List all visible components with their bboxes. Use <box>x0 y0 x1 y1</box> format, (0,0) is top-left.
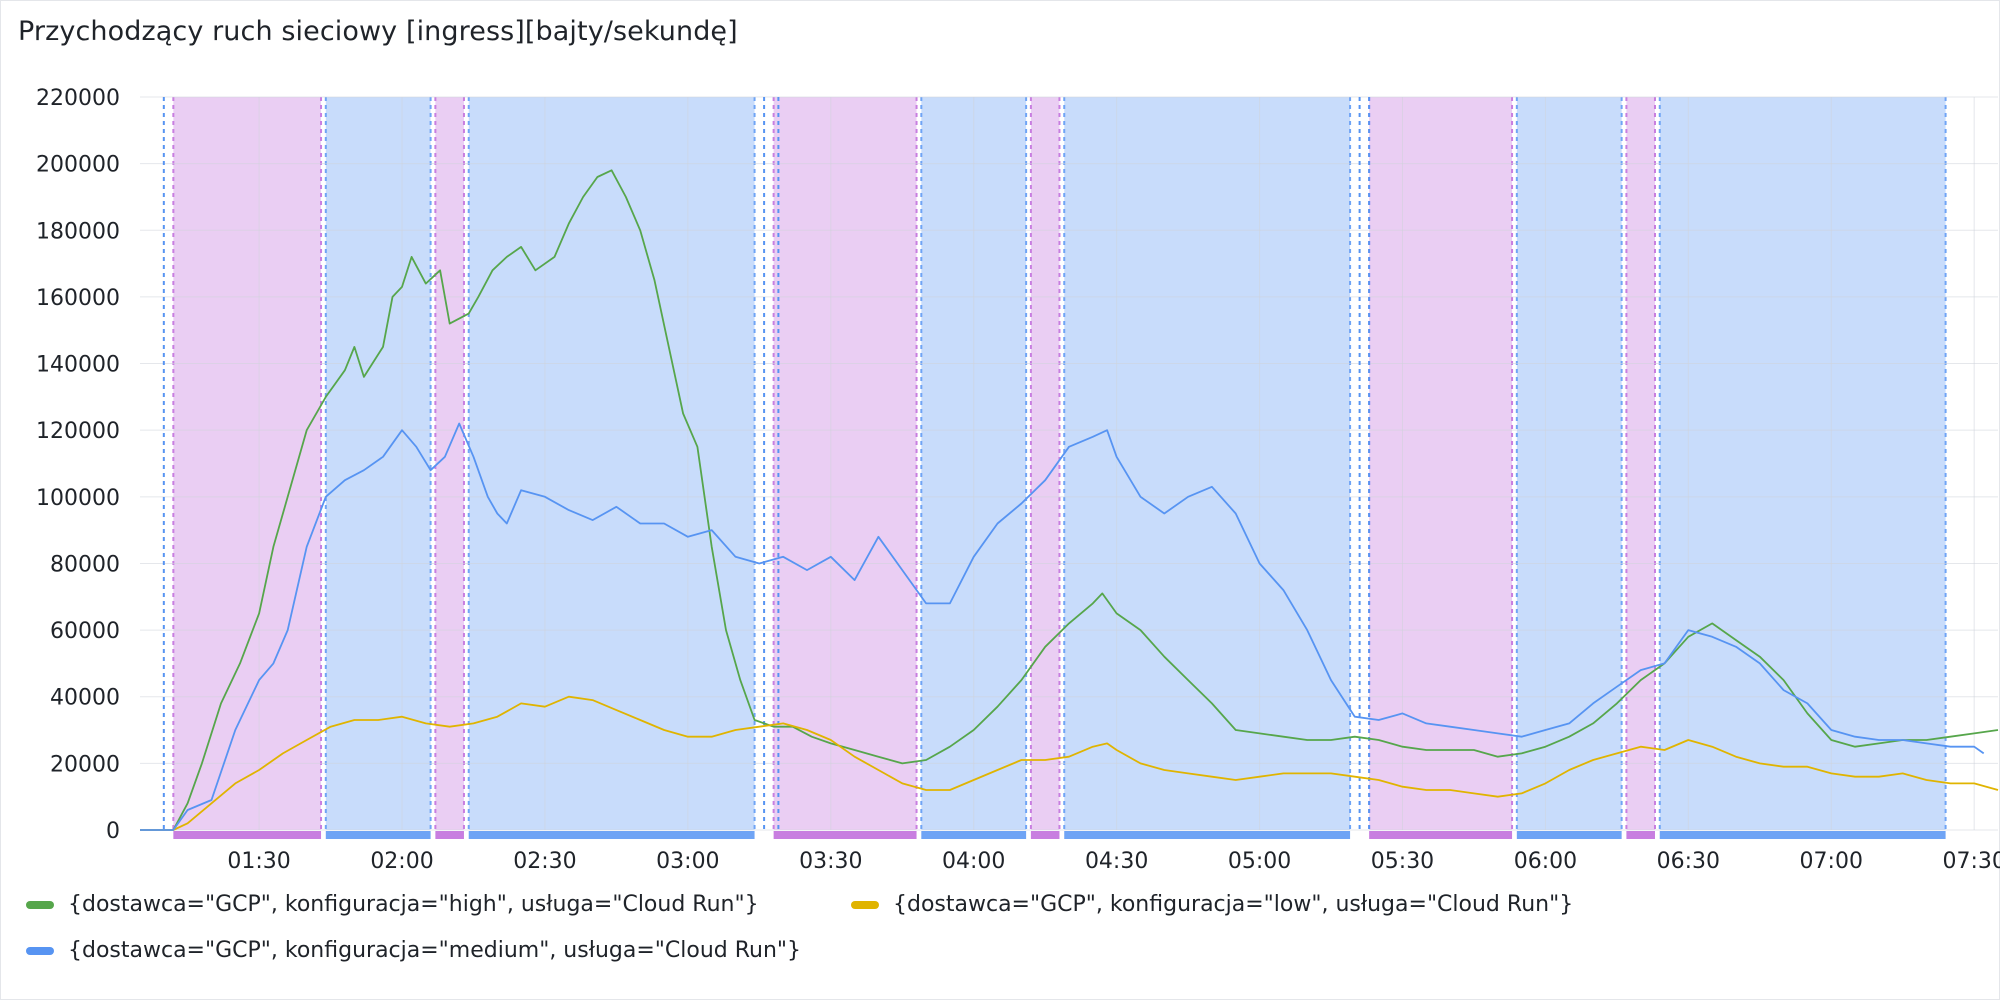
legend-item-0[interactable]: {dostawca="GCP", konfiguracja="high", us… <box>26 892 759 917</box>
chart-series <box>140 169 1999 831</box>
y-tick-label-7: 140000 <box>36 353 120 378</box>
annotation-markers <box>162 97 1371 830</box>
annotation-bar-0 <box>173 831 322 839</box>
annotation-bar-1 <box>325 831 431 839</box>
annotation-region-0 <box>173 97 322 830</box>
annotation-region-11 <box>1659 97 1946 830</box>
y-tick-label-11: 220000 <box>36 86 120 111</box>
legend-item-2[interactable]: {dostawca="GCP", konfiguracja="medium", … <box>26 938 801 963</box>
x-tick-label-10: 06:30 <box>1657 849 1720 874</box>
y-tick-label-6: 120000 <box>36 419 120 444</box>
annotation-region-9 <box>1516 97 1622 830</box>
x-tick-label-11: 07:00 <box>1800 849 1863 874</box>
y-tick-label-5: 100000 <box>36 486 120 511</box>
annotation-region-2 <box>435 97 464 830</box>
x-tick-label-9: 06:00 <box>1514 849 1577 874</box>
series-line-0 <box>140 169 1999 831</box>
annotation-bar-5 <box>921 831 1027 839</box>
y-tick-label-2: 40000 <box>50 686 120 711</box>
chart-grid <box>140 96 1998 831</box>
y-tick-label-1: 20000 <box>50 752 120 777</box>
x-tick-label-3: 03:00 <box>656 849 719 874</box>
y-tick-label-0: 0 <box>106 819 120 844</box>
annotation-region-1 <box>325 97 431 830</box>
legend-label: {dostawca="GCP", konfiguracja="high", us… <box>68 892 759 917</box>
annotation-bar-9 <box>1516 831 1622 839</box>
legend-item-1[interactable]: {dostawca="GCP", konfiguracja="low", usł… <box>851 892 1573 917</box>
annotation-bar-7 <box>1064 831 1351 839</box>
x-tick-label-4: 03:30 <box>799 849 862 874</box>
y-tick-label-10: 200000 <box>36 153 120 178</box>
y-axis: 0 20000 40000 60000 80000 100000 120000 140000 1… <box>36 86 120 844</box>
legend-swatch <box>26 900 54 909</box>
legend-label: {dostawca="GCP", konfiguracja="low", usł… <box>893 892 1574 917</box>
x-tick-label-1: 02:00 <box>370 849 433 874</box>
legend-swatch <box>26 946 54 955</box>
x-tick-label-8: 05:30 <box>1371 849 1434 874</box>
annotation-region-7 <box>1064 97 1351 830</box>
panel-title: Przychodzący ruch sieciowy [ingress][baj… <box>18 16 738 47</box>
x-tick-label-5: 04:00 <box>942 849 1005 874</box>
annotation-bar-11 <box>1659 831 1946 839</box>
y-tick-label-8: 160000 <box>36 286 120 311</box>
annotation-bar-8 <box>1369 831 1513 839</box>
x-tick-label-12: 07:30 <box>1942 849 2000 874</box>
annotation-region-4 <box>773 97 917 830</box>
annotation-bar-3 <box>468 831 755 839</box>
legend-swatch <box>851 900 879 909</box>
x-axis: 01:30 02:00 02:30 03:00 03:30 04:00 04:30 05:00… <box>227 849 2000 874</box>
series-line-1 <box>140 695 1999 831</box>
annotation-bar-10 <box>1626 831 1655 839</box>
x-tick-label-2: 02:30 <box>513 849 576 874</box>
x-tick-label-0: 01:30 <box>227 849 290 874</box>
annotation-bar-6 <box>1030 831 1060 839</box>
y-tick-label-4: 80000 <box>50 552 120 577</box>
legend-label: {dostawca="GCP", konfiguracja="medium", … <box>68 938 802 963</box>
annotation-bar-2 <box>435 831 464 839</box>
annotation-regions <box>172 97 1947 839</box>
y-tick-label-9: 180000 <box>36 219 120 244</box>
series-line-2 <box>140 422 1985 831</box>
y-tick-label-3: 60000 <box>50 619 120 644</box>
x-tick-label-6: 04:30 <box>1085 849 1148 874</box>
x-tick-label-7: 05:00 <box>1228 849 1291 874</box>
annotation-region-8 <box>1369 97 1513 830</box>
line-chart: 0 20000 40000 60000 80000 100000 120000 140000 1… <box>36 86 2000 874</box>
annotation-region-6 <box>1030 97 1060 830</box>
annotation-bar-4 <box>773 831 917 839</box>
annotation-region-3 <box>468 97 755 830</box>
annotation-region-10 <box>1626 97 1655 830</box>
